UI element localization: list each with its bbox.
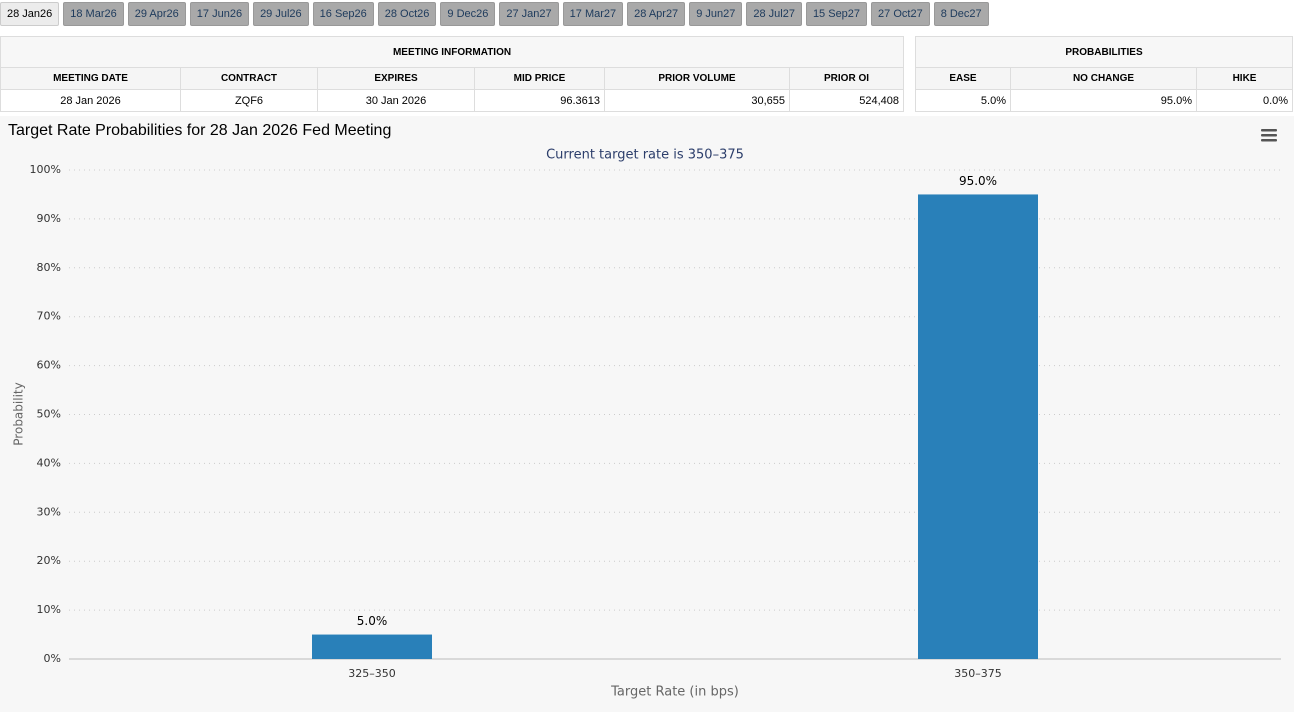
- meeting-tab[interactable]: 15 Sep27: [805, 2, 868, 26]
- cell: 30,655: [604, 89, 790, 112]
- column-header: PRIOR OI: [788, 67, 905, 90]
- column-header: HIKE: [1195, 67, 1294, 90]
- y-tick-label: 90%: [37, 212, 61, 225]
- meeting-tab[interactable]: 29 Jul26: [253, 2, 309, 26]
- meeting-tabs: 28 Jan26 18 Mar26 29 Apr26 17 Jun26 29 Jul26…: [0, 2, 989, 26]
- table-title: PROBABILITIES: [914, 36, 1294, 68]
- x-axis-label: Target Rate (in bps): [610, 685, 739, 700]
- column-header: NO CHANGE: [1010, 67, 1197, 90]
- y-tick-label: 10%: [37, 603, 61, 616]
- cell: 524,408: [788, 89, 905, 112]
- meeting-tab[interactable]: 9 Jun27: [689, 2, 743, 26]
- table-title: MEETING INFORMATION: [0, 36, 905, 68]
- column-header: PRIOR VOLUME: [604, 67, 790, 90]
- menu-button[interactable]: [1261, 129, 1277, 142]
- header-row: MEETING DATE CONTRACT EXPIRES MID PRICE PRIO…: [0, 67, 905, 90]
- meeting-tab[interactable]: 9 Dec26: [440, 2, 496, 26]
- x-tick-label: 325–350: [348, 667, 396, 680]
- y-tick-label: 60%: [37, 359, 61, 372]
- data-row: 5.0% 95.0% 0.0%: [915, 89, 1294, 112]
- meeting-tab[interactable]: 18 Mar26: [63, 2, 124, 26]
- meeting-tab[interactable]: 27 Jan27: [499, 2, 559, 26]
- meeting-tab[interactable]: 28 Apr27: [627, 2, 686, 26]
- bar: [918, 194, 1038, 659]
- column-header: MEETING DATE: [0, 67, 181, 90]
- x-tick-label: 350–375: [954, 667, 1002, 680]
- header-row: EASE NO CHANGE HIKE: [915, 67, 1294, 90]
- cell: 0.0%: [1195, 89, 1294, 112]
- cell: 28 Jan 2026: [0, 89, 181, 112]
- cell: 5.0%: [915, 89, 1011, 112]
- meeting-tab[interactable]: 27 Oct27: [871, 2, 930, 26]
- chart-title: Target Rate Probabilities for 28 Jan 202…: [8, 122, 391, 139]
- y-tick-label: 40%: [37, 456, 61, 469]
- title-row: PROBABILITIES: [914, 36, 1294, 68]
- chart-subtitle: Current target rate is 350–375: [546, 148, 744, 163]
- meeting-tab[interactable]: 29 Apr26: [127, 2, 186, 26]
- meeting-tab[interactable]: 8 Dec27: [933, 2, 989, 26]
- y-tick-label: 50%: [37, 408, 61, 421]
- column-header: CONTRACT: [180, 67, 318, 90]
- y-tick-label: 0%: [44, 652, 61, 665]
- meeting-tab[interactable]: 16 Sep26: [312, 2, 374, 26]
- title-row: MEETING INFORMATION: [0, 36, 905, 68]
- meeting-info-table: MEETING INFORMATION MEETING DATE CONTRACT E…: [0, 36, 905, 112]
- cell: 30 Jan 2026: [317, 89, 475, 112]
- meeting-tab[interactable]: 17 Mar27: [562, 2, 624, 26]
- data-label: 5.0%: [357, 614, 388, 628]
- meeting-tab[interactable]: 28 Jan26: [0, 2, 60, 26]
- cell: 95.0%: [1010, 89, 1197, 112]
- data-label: 95.0%: [959, 174, 997, 188]
- column-header: EXPIRES: [317, 67, 475, 90]
- y-axis-label: Probability: [12, 382, 26, 445]
- y-tick-label: 100%: [30, 163, 61, 176]
- data-row: 28 Jan 2026 ZQF6 30 Jan 2026 96.3613 30,655 5…: [0, 89, 905, 112]
- y-tick-label: 80%: [37, 261, 61, 274]
- probabilities-table: PROBABILITIES EASE NO CHANGE HIKE 5.0% 95.0% 0…: [914, 36, 1294, 112]
- meeting-tab[interactable]: 17 Jun26: [189, 2, 250, 26]
- cell: 96.3613: [474, 89, 605, 112]
- y-tick-label: 30%: [37, 505, 61, 518]
- chart: Target Rate Probabilities for 28 Jan 202…: [0, 116, 1294, 712]
- meeting-tab[interactable]: 28 Oct26: [377, 2, 437, 26]
- column-header: EASE: [915, 67, 1011, 90]
- y-tick-label: 70%: [37, 310, 61, 323]
- y-tick-label: 20%: [37, 554, 61, 567]
- bar: [312, 634, 432, 659]
- meeting-tab[interactable]: 28 Jul27: [746, 2, 802, 26]
- column-header: MID PRICE: [474, 67, 605, 90]
- cell: ZQF6: [180, 89, 318, 112]
